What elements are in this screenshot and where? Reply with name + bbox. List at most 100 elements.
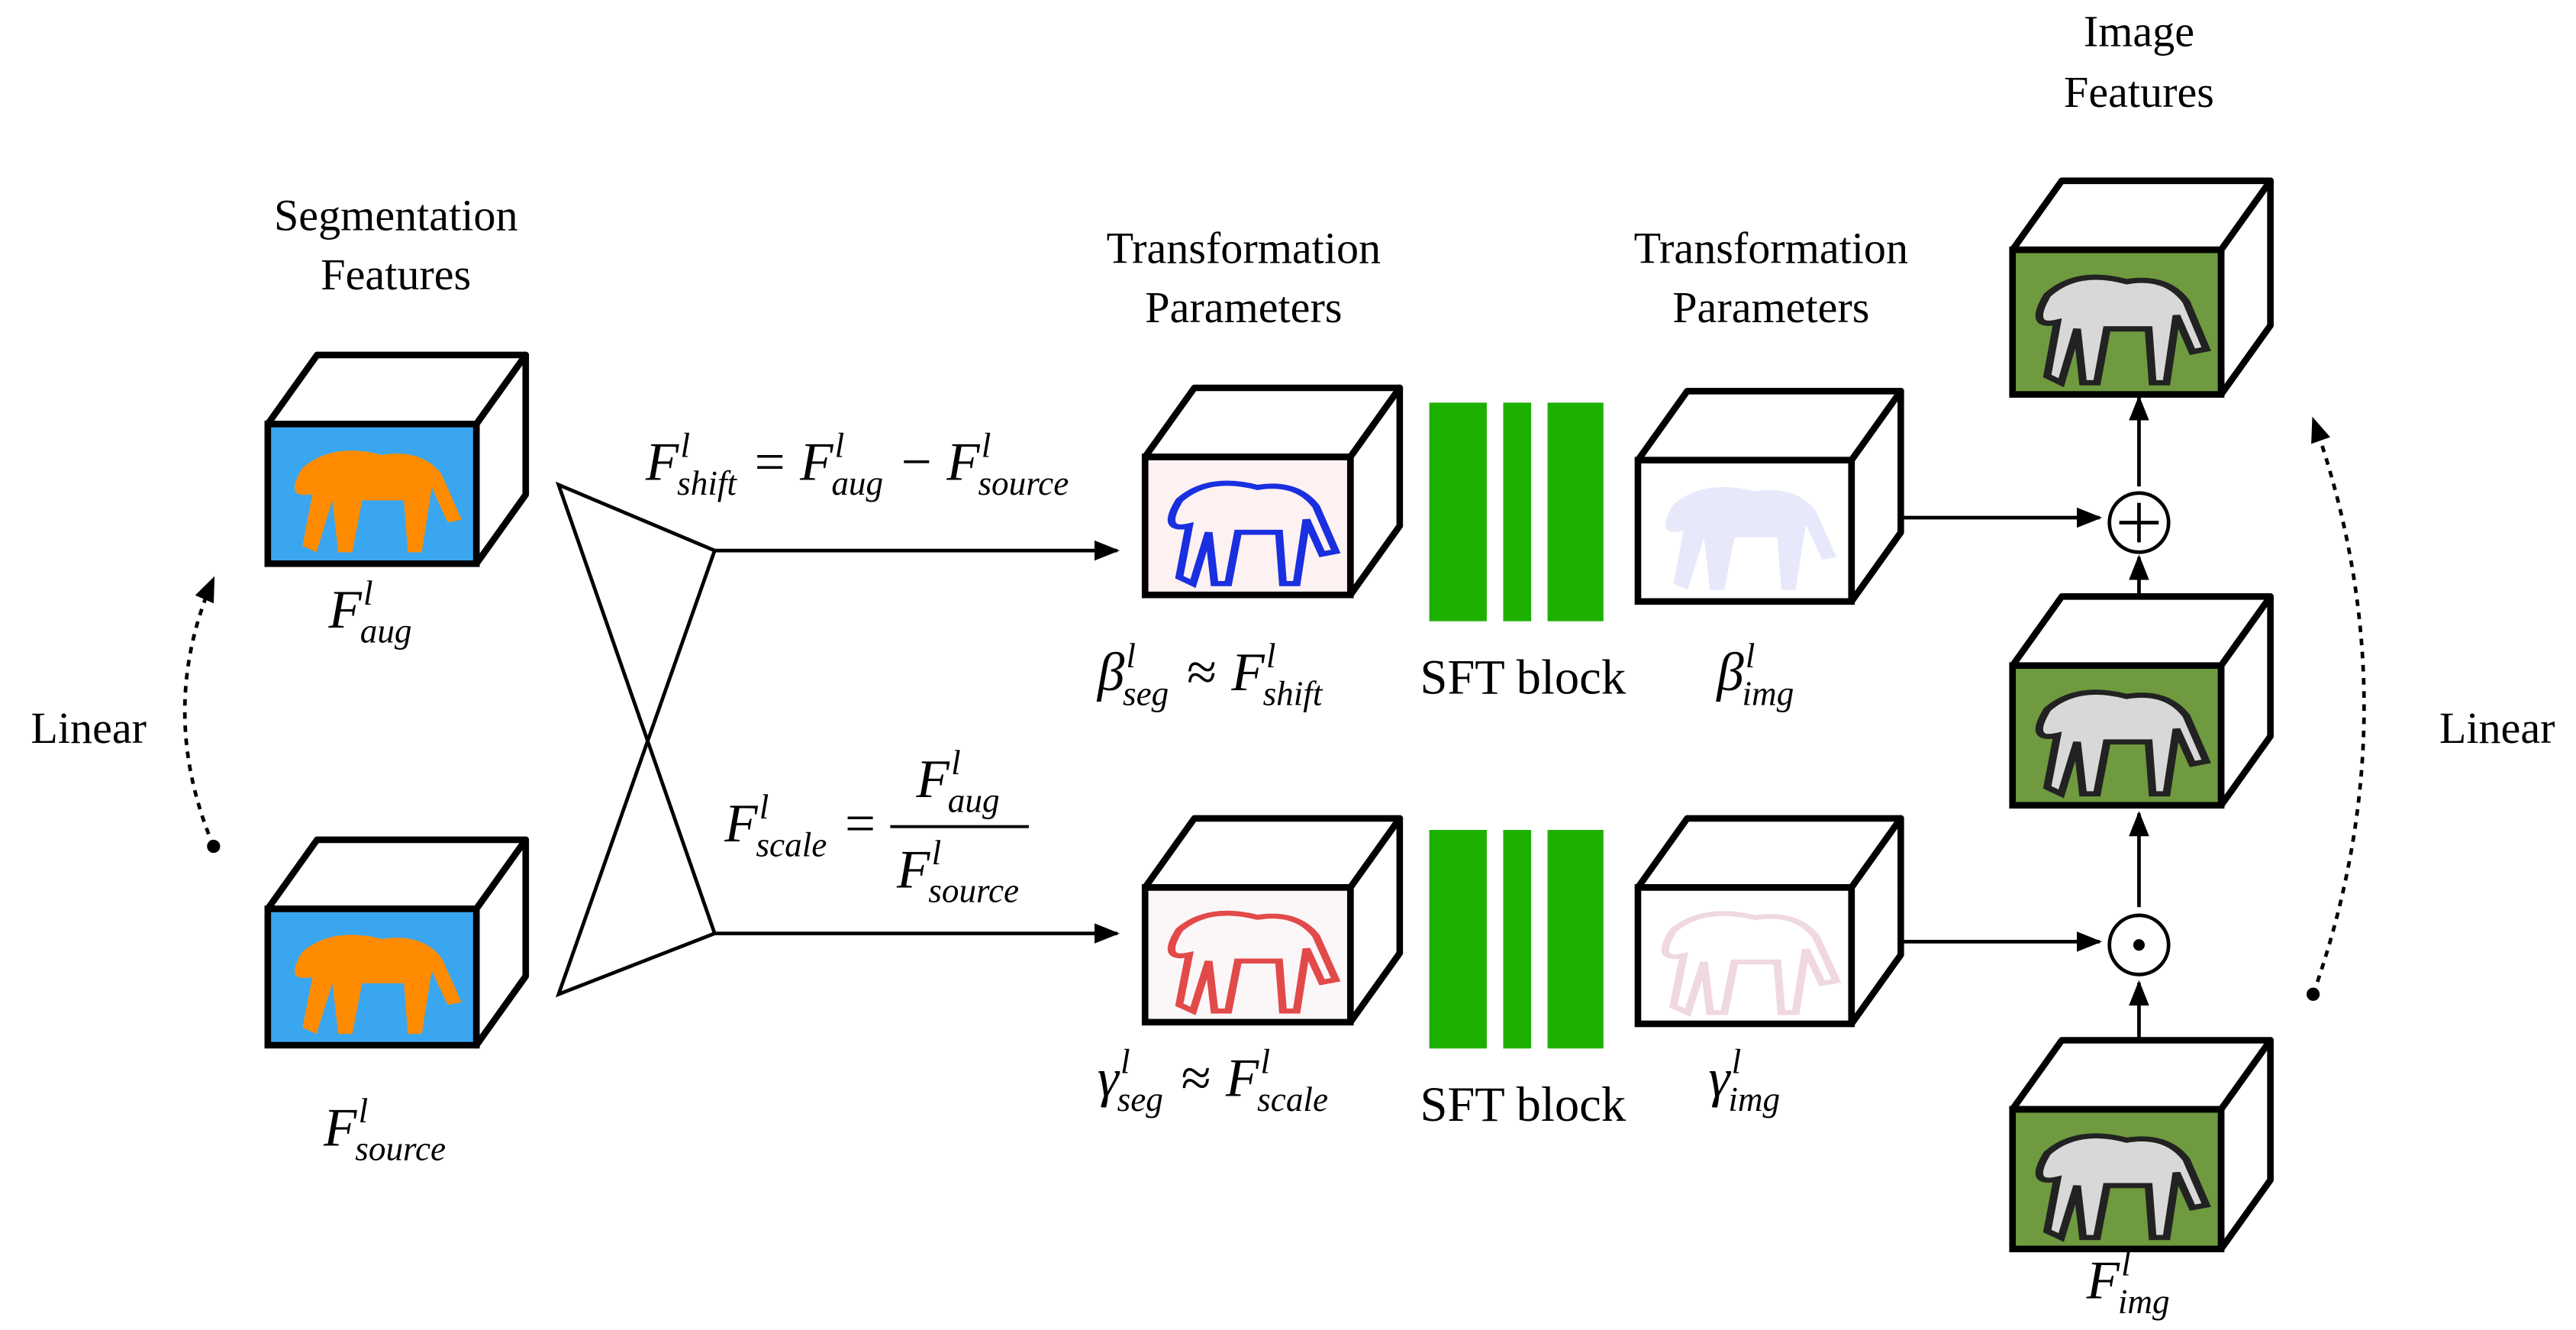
- math-operator: =: [755, 433, 785, 492]
- math-sup: l: [951, 744, 961, 782]
- math-base: F: [724, 794, 758, 854]
- title-line: Parameters: [1672, 282, 1869, 332]
- math-operator: ≈: [1187, 643, 1217, 702]
- math-operator: ≈: [1182, 1049, 1211, 1109]
- title-line: Transformation: [1107, 223, 1381, 273]
- math-sub: scale: [756, 825, 827, 864]
- cube-frame: [1141, 884, 1354, 1026]
- sft-bar: [1429, 829, 1487, 1049]
- cube-content: [1167, 480, 1341, 589]
- math-sup: l: [1120, 1043, 1130, 1081]
- math-sup: l: [1126, 637, 1136, 675]
- title-line: Parameters: [1145, 282, 1342, 332]
- math-operator: −: [901, 433, 932, 492]
- math-sub: aug: [360, 612, 412, 650]
- cube-content: [2035, 689, 2211, 799]
- math-sub: aug: [831, 464, 883, 502]
- math-sup: l: [1260, 1043, 1270, 1081]
- math-sup: l: [2121, 1244, 2131, 1283]
- math-sup: l: [982, 426, 991, 464]
- dashed-arrow: [182, 576, 215, 847]
- math-base: γ: [1098, 1049, 1120, 1109]
- side-label: Linear: [31, 703, 147, 753]
- math-sup: l: [759, 788, 769, 826]
- math-sup: l: [359, 1092, 369, 1130]
- math-sup: l: [1732, 1043, 1742, 1081]
- sft-bar: [1429, 402, 1487, 621]
- title-line: Features: [2064, 67, 2214, 117]
- side-label: Linear: [2439, 703, 2555, 753]
- cube-content: [1661, 911, 1842, 1017]
- cube-content: [294, 450, 462, 553]
- cube: [1141, 815, 1404, 1026]
- math-sub: source: [978, 464, 1069, 502]
- dashed-start: [207, 839, 221, 854]
- math-sub: aug: [948, 781, 1000, 819]
- title-line: Features: [321, 250, 471, 299]
- cube-frame: [2009, 246, 2225, 398]
- math-sub: img: [2118, 1283, 2170, 1321]
- cube: [1634, 387, 1904, 605]
- math-sub: scale: [1257, 1080, 1328, 1119]
- math-base: F: [2086, 1251, 2120, 1310]
- sft-block: [1429, 402, 1604, 1049]
- math-sub: source: [928, 872, 1019, 910]
- cube: [1141, 384, 1404, 599]
- math-base: β: [1715, 643, 1744, 702]
- cube-frame: [1634, 457, 1855, 605]
- math-sup: l: [835, 426, 845, 464]
- math-base: F: [1230, 643, 1265, 702]
- cube-content: [1665, 486, 1836, 590]
- math-base: β: [1096, 643, 1125, 702]
- cube-frame: [2009, 1106, 2225, 1253]
- math-base: F: [799, 433, 833, 492]
- math-base: γ: [1709, 1049, 1732, 1109]
- cube: [2009, 593, 2274, 809]
- cube-frame: [1141, 454, 1354, 599]
- cube: [2009, 1037, 2274, 1253]
- math-base: F: [896, 840, 930, 899]
- math-base: F: [916, 750, 950, 809]
- math-sup: l: [680, 426, 690, 464]
- math-sup: l: [1746, 637, 1755, 675]
- cube-frame: [2009, 662, 2225, 809]
- math-base: F: [946, 433, 980, 492]
- math-sup: l: [1266, 637, 1276, 675]
- math-sub: img: [1728, 1080, 1780, 1119]
- sft-bar: [1503, 829, 1532, 1049]
- block-label: SFT block: [1420, 649, 1626, 704]
- math-sub: shift: [1263, 674, 1323, 712]
- math-base: F: [327, 580, 362, 640]
- cube-frame: [264, 905, 480, 1049]
- cube: [264, 836, 530, 1049]
- math-base: F: [323, 1098, 357, 1157]
- math-sub: img: [1743, 674, 1794, 712]
- sft-bar: [1547, 829, 1604, 1049]
- math-sub: seg: [1117, 1080, 1163, 1119]
- block-label: SFT block: [1420, 1077, 1626, 1131]
- math-sub: source: [355, 1130, 446, 1168]
- cube-content: [2035, 1133, 2211, 1242]
- title-line: Transformation: [1634, 223, 1908, 273]
- cube: [2009, 177, 2274, 398]
- cube-frame: [264, 421, 480, 567]
- math-sub: shift: [677, 464, 737, 502]
- title-line: Image: [2084, 6, 2194, 56]
- mul-op-dot: [2133, 939, 2145, 951]
- math-sup: l: [363, 574, 373, 612]
- dashed-start: [2307, 987, 2320, 1001]
